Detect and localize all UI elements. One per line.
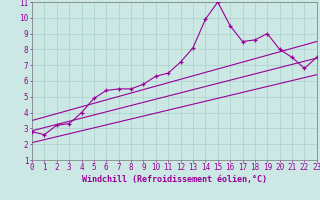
X-axis label: Windchill (Refroidissement éolien,°C): Windchill (Refroidissement éolien,°C) — [82, 175, 267, 184]
